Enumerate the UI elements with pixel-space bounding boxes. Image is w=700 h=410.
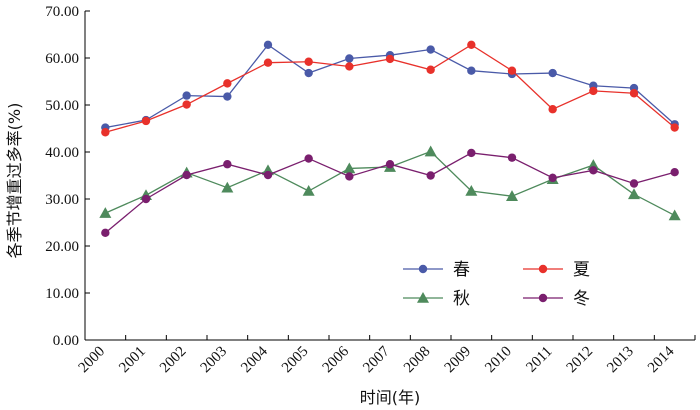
y-tick-label: 50.00 <box>45 98 79 114</box>
x-tick-label: 2002 <box>157 344 190 377</box>
y-tick-label: 70.00 <box>45 4 79 20</box>
data-point <box>629 89 639 98</box>
data-point <box>141 116 151 126</box>
data-point <box>507 153 517 162</box>
data-point <box>99 207 112 218</box>
data-point <box>670 168 679 177</box>
data-point <box>101 128 110 137</box>
data-point <box>304 68 313 78</box>
data-point <box>467 148 476 158</box>
axes <box>84 11 695 341</box>
y-tick-label: 10.00 <box>45 286 79 302</box>
data-point <box>101 228 110 238</box>
data-point <box>263 58 273 67</box>
y-tick-label: 60.00 <box>45 51 79 67</box>
y-tick-label: 40.00 <box>45 145 79 161</box>
data-point <box>629 179 639 188</box>
y-tick-label: 30.00 <box>45 192 79 208</box>
data-point <box>417 292 429 303</box>
x-tick-label: 2004 <box>238 343 271 376</box>
data-point <box>141 194 151 204</box>
data-point <box>426 45 435 54</box>
x-tick-label: 2013 <box>604 344 637 377</box>
series-0 <box>101 40 679 132</box>
series-3 <box>101 148 679 238</box>
data-point <box>223 92 232 101</box>
data-point <box>345 172 354 181</box>
data-point <box>589 166 598 175</box>
y-ticks: 0.00 10.00 20.00 30.00 40.00 50.00 60.00 70.00 <box>45 4 90 349</box>
data-point <box>385 54 395 64</box>
x-tick-label: 2008 <box>401 344 434 377</box>
data-point <box>182 100 191 109</box>
x-axis-title: 时间(年) <box>360 388 421 407</box>
y-axis-title: 各季节增重过多率(%) <box>5 103 24 259</box>
y-tick-label: 0.00 <box>53 333 79 349</box>
x-tick-label: 2009 <box>442 344 475 377</box>
legend-label: 春 <box>453 260 470 280</box>
data-point <box>548 105 557 114</box>
y-tick-label: 20.00 <box>45 239 79 255</box>
data-point <box>548 68 557 78</box>
data-point <box>628 188 640 200</box>
legend-item: 冬 <box>523 289 590 309</box>
data-point <box>507 66 517 75</box>
data-point <box>223 79 232 88</box>
x-tick-label: 2005 <box>279 344 312 377</box>
data-point <box>538 293 548 303</box>
legend-label: 冬 <box>573 289 590 309</box>
data-point <box>426 65 435 74</box>
data-point <box>343 162 356 174</box>
legend: 春 夏秋 冬 <box>403 260 590 309</box>
data-point <box>345 54 354 63</box>
series-1 <box>101 40 679 137</box>
x-tick-label: 2000 <box>76 344 109 377</box>
data-point <box>548 173 557 183</box>
x-tick-label: 2010 <box>482 344 515 377</box>
data-point <box>418 264 428 274</box>
data-point <box>506 190 518 201</box>
legend-label: 夏 <box>573 260 590 280</box>
x-tick-label: 2003 <box>198 344 231 377</box>
x-tick-label: 2012 <box>564 344 597 377</box>
data-point <box>670 123 679 132</box>
data-point <box>426 171 435 180</box>
data-point <box>589 86 598 96</box>
legend-item: 秋 <box>403 289 470 309</box>
data-point <box>587 159 600 170</box>
data-point <box>221 181 234 193</box>
data-point <box>223 160 232 169</box>
series-2 <box>99 145 681 221</box>
data-point <box>304 57 313 66</box>
data-point <box>304 154 313 163</box>
x-tick-label: 2011 <box>523 344 555 376</box>
data-point <box>467 40 476 50</box>
data-point <box>263 170 273 180</box>
data-point <box>424 145 437 157</box>
x-tick-label: 2001 <box>116 344 149 377</box>
data-point <box>263 40 273 50</box>
legend-item: 夏 <box>523 260 590 280</box>
data-point <box>182 170 191 180</box>
data-point <box>345 62 354 71</box>
data-point <box>465 185 478 196</box>
data-point <box>385 160 395 169</box>
data-point <box>182 91 191 100</box>
x-tick-label: 2014 <box>645 343 678 376</box>
x-tick-label: 2006 <box>320 343 353 376</box>
legend-label: 秋 <box>453 289 470 309</box>
data-point <box>467 66 476 75</box>
data-point <box>668 209 681 221</box>
legend-item: 春 <box>403 260 470 280</box>
data-point <box>538 264 548 274</box>
series-layer <box>99 40 681 238</box>
data-point <box>302 185 315 196</box>
x-tick-label: 2007 <box>360 343 393 376</box>
x-ticks: 2000 2001 2002 2003 2004 2005 2006 2007 2008 2009… <box>76 335 696 377</box>
